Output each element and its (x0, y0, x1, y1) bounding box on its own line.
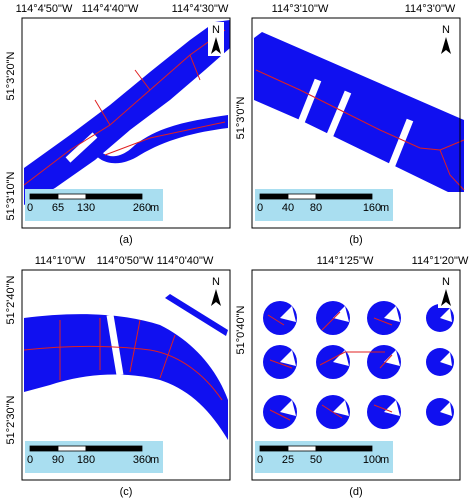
scale-segment (287, 445, 317, 452)
scale-unit: m (380, 202, 389, 214)
scale-unit: m (380, 454, 389, 466)
scale-label: 40 (282, 202, 294, 214)
panel-label: (d) (349, 486, 362, 498)
scale-label: 0 (27, 454, 33, 466)
longitude-label: 114°1'0"W (35, 255, 86, 267)
scale-segment (259, 445, 289, 452)
scale-segment (57, 445, 87, 452)
scale-label: 65 (52, 202, 64, 214)
map-b (254, 32, 465, 192)
north-label: N (442, 276, 450, 288)
scale-label: 260 (133, 202, 151, 214)
latitude-label: 51°3'0"N (235, 97, 247, 140)
north-arrow (211, 289, 221, 306)
scale-segment (259, 193, 289, 200)
panel-label: (c) (120, 486, 133, 498)
scale-label: 25 (282, 454, 294, 466)
scale-unit: m (150, 202, 159, 214)
scale-segment (29, 193, 59, 200)
map-a (23, 20, 230, 205)
longitude-label: 114°3'10"W (272, 3, 329, 15)
latitude-label: 51°2'30"N (5, 395, 17, 444)
latitude-label: 51°2'40"N (5, 275, 17, 324)
longitude-label: 114°4'40"W (82, 3, 139, 15)
longitude-label: 114°3'0"W (405, 3, 456, 15)
scale-segment (85, 445, 143, 452)
scale-label: 0 (257, 454, 263, 466)
panel-frame (21, 17, 231, 229)
longitude-label: 114°1'20"W (412, 255, 469, 267)
latitude-label: 51°3'10"N (5, 171, 17, 220)
scale-label: 0 (27, 202, 33, 214)
scale-label: 160 (363, 202, 381, 214)
north-label: N (212, 24, 220, 36)
longitude-label: 114°4'30"W (172, 3, 229, 15)
scale-label: 360 (133, 454, 151, 466)
longitude-label: 114°4'50"W (16, 3, 73, 15)
panel-label: (a) (119, 234, 132, 246)
longitude-label: 114°0'40"W (157, 255, 214, 267)
north-arrow (441, 37, 451, 54)
latitude-label: 51°0'40"N (235, 305, 247, 354)
panel-frame (21, 269, 231, 481)
scale-segment (287, 193, 317, 200)
map-c (23, 294, 228, 440)
panel-frame (251, 269, 461, 481)
scale-segment (29, 445, 59, 452)
scale-segment (85, 193, 143, 200)
scale-segment (315, 445, 373, 452)
scale-label: 50 (310, 454, 322, 466)
north-label: N (442, 24, 450, 36)
scale-segment (57, 193, 87, 200)
scale-label: 90 (52, 454, 64, 466)
scale-segment (315, 193, 373, 200)
scale-label: 130 (77, 202, 95, 214)
map-d (263, 301, 454, 429)
scale-label: 100 (363, 454, 381, 466)
panel-frame (251, 17, 461, 229)
north-label: N (212, 276, 220, 288)
longitude-label: 114°1'25"W (317, 255, 374, 267)
latitude-label: 51°3'20"N (5, 51, 17, 100)
scale-label: 180 (77, 454, 95, 466)
longitude-label: 114°0'50"W (97, 255, 154, 267)
panel-label: (b) (349, 234, 362, 246)
north-arrow (441, 289, 451, 306)
scale-label: 0 (257, 202, 263, 214)
scale-unit: m (150, 454, 159, 466)
scale-label: 80 (310, 202, 322, 214)
north-arrow (211, 37, 221, 54)
